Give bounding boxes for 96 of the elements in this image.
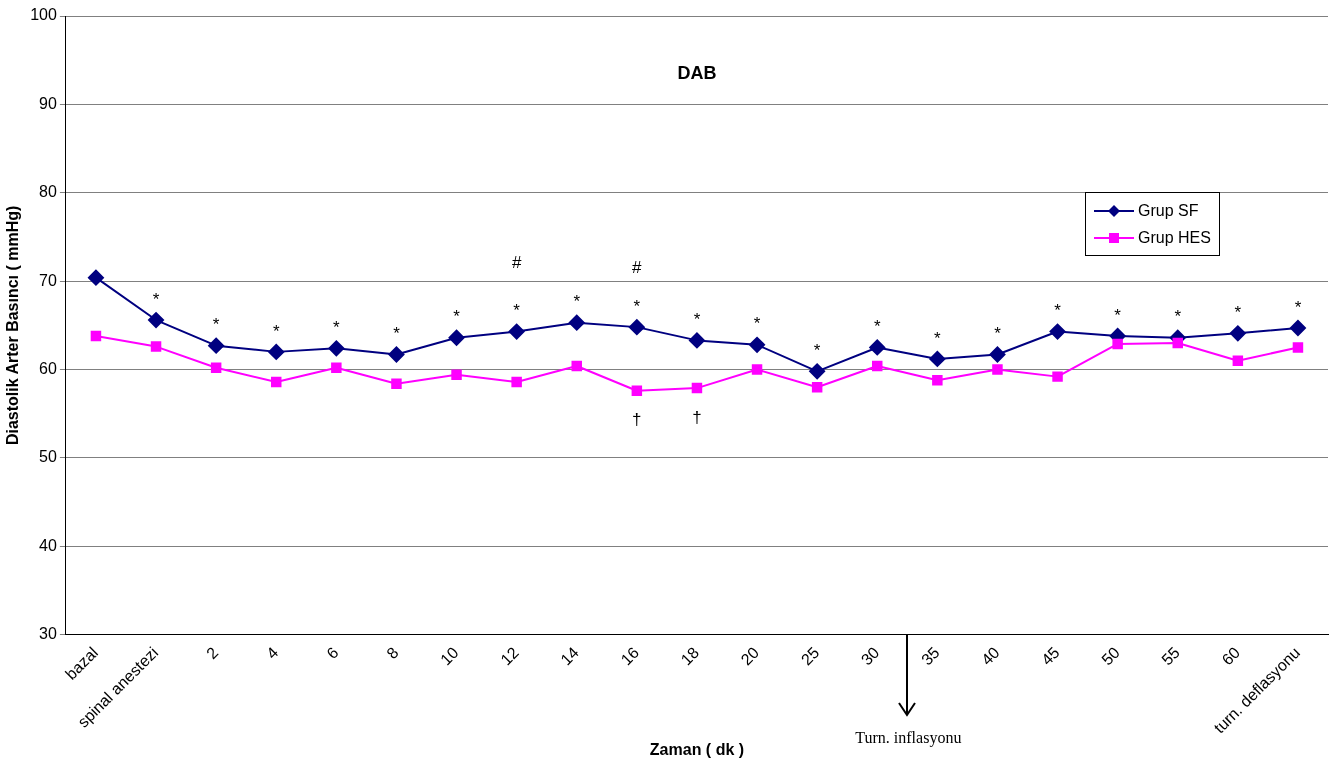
y-tick-label: 40 [39, 536, 57, 554]
annotation: * [813, 341, 821, 361]
point [568, 314, 585, 331]
y-tick-label: 90 [39, 94, 57, 112]
y-axis-title: Diastolik Arter Basıncı ( mmHg) [4, 205, 22, 446]
point [331, 362, 342, 374]
annotation: * [272, 321, 280, 341]
annotation: * [1234, 303, 1242, 322]
point [1049, 323, 1066, 340]
annotation: * [994, 324, 1002, 344]
annotation: # [511, 253, 522, 273]
x-tick-label: 14 [557, 643, 583, 669]
point [448, 329, 465, 346]
x-tick-label: 2 [203, 643, 222, 663]
point [1289, 320, 1306, 337]
x-tick-label: 30 [857, 643, 883, 669]
point [809, 363, 826, 380]
point [691, 382, 703, 394]
text: DAB [677, 62, 717, 83]
x-tick-label: 55 [1158, 643, 1184, 669]
x-tick-label: 10 [437, 643, 462, 669]
annotation: # [632, 258, 643, 278]
point [87, 269, 104, 286]
annotation: * [1174, 307, 1182, 327]
x-tick-label: 6 [323, 643, 342, 663]
point [749, 336, 766, 353]
point [1112, 338, 1123, 350]
annotation: * [152, 289, 160, 309]
annotation: * [873, 317, 881, 337]
point [90, 330, 102, 342]
point [989, 346, 1006, 363]
y-tick-label: 60 [39, 359, 57, 377]
point [631, 385, 643, 397]
x-tick-label: 12 [497, 643, 522, 669]
point [932, 374, 943, 386]
point [388, 346, 405, 363]
point [210, 362, 222, 374]
y-tick-label: 80 [39, 183, 57, 201]
point [1052, 371, 1063, 382]
point [391, 378, 402, 389]
point [872, 360, 883, 372]
annotation: * [1294, 297, 1302, 317]
point [1229, 325, 1246, 342]
x-tick-label: 4 [263, 643, 282, 663]
annotation: † [632, 410, 642, 430]
y-tick-label: 100 [30, 6, 57, 24]
annotation: * [573, 292, 581, 312]
point [508, 323, 525, 340]
point [268, 343, 285, 360]
point [208, 337, 225, 354]
point [751, 364, 763, 375]
y-tick-label: 70 [39, 271, 57, 289]
annotation: * [1054, 301, 1062, 321]
point [328, 340, 345, 357]
point [150, 341, 162, 352]
x-tick-label: 18 [677, 643, 703, 669]
x-tick-label: 40 [978, 643, 1003, 669]
legend-label: Grup HES [1138, 228, 1211, 247]
annotation: * [513, 301, 521, 321]
point [571, 360, 582, 372]
point [451, 369, 462, 381]
annotation: * [1114, 305, 1122, 325]
annotation: * [633, 296, 641, 316]
x-tick-label: 35 [917, 643, 943, 669]
point [1232, 355, 1244, 366]
annotation: * [693, 310, 701, 330]
x-tick-label: 60 [1218, 643, 1244, 669]
annotation: * [333, 318, 341, 338]
x-axis-title: Zaman ( dk ) [649, 740, 745, 758]
annotation: * [393, 324, 401, 344]
y-tick-label: 30 [39, 625, 57, 643]
point [1172, 337, 1183, 349]
point [148, 312, 165, 329]
point [628, 319, 645, 336]
annotation: † [692, 407, 702, 427]
point [271, 376, 282, 388]
x-tick-label: 50 [1098, 643, 1123, 669]
x-tick-label: 16 [617, 643, 643, 669]
legend-label: Grup SF [1138, 201, 1199, 220]
point [1292, 342, 1304, 353]
x-tick-label: 45 [1038, 643, 1063, 669]
point [811, 381, 823, 393]
y-tick-label: 50 [39, 448, 57, 466]
x-tick-label: 8 [383, 643, 402, 663]
annotation: * [934, 328, 942, 348]
annotation: * [453, 307, 461, 327]
text: Turn. inflasyonu [855, 728, 962, 747]
point [869, 339, 886, 356]
x-tick-label: 25 [797, 643, 823, 669]
point [992, 364, 1003, 375]
point [688, 332, 705, 349]
x-tick-label: 20 [737, 643, 763, 669]
point [511, 376, 522, 388]
point [929, 350, 946, 367]
annotation: * [753, 314, 761, 334]
annotation: * [212, 315, 220, 335]
